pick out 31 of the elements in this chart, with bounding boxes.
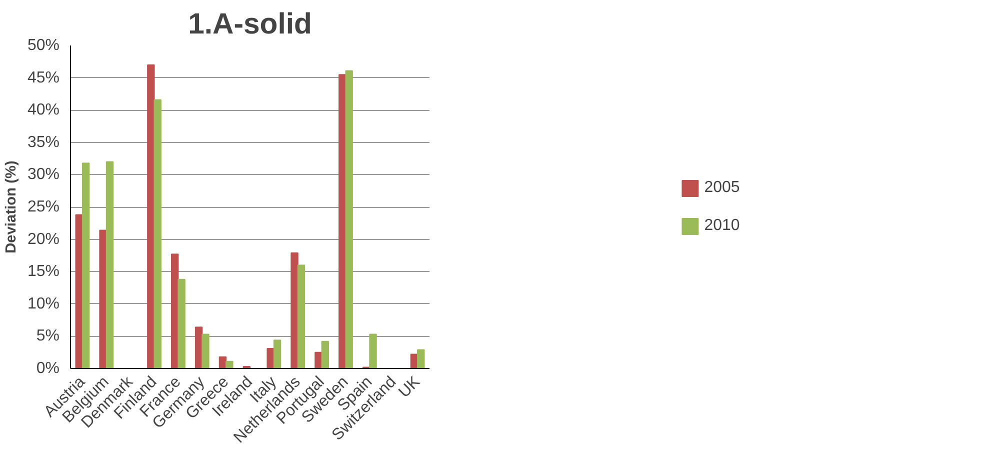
y-tick-label: 40%: [27, 102, 60, 119]
bar: [154, 99, 162, 368]
bar: [99, 230, 107, 368]
y-axis-title: Deviation (%): [3, 160, 20, 254]
y-tick-label: 5%: [36, 328, 60, 345]
y-tick-label: 45%: [27, 69, 60, 86]
y-tick-label: 35%: [27, 134, 60, 151]
bar: [290, 252, 298, 368]
y-tick-label: 0%: [36, 360, 60, 377]
y-tick-label: 20%: [27, 230, 60, 248]
bar: [417, 349, 425, 368]
y-tick-label: 10%: [27, 295, 60, 312]
bar: [178, 278, 186, 368]
bar: [226, 360, 234, 368]
chart-title: 1.A-solid: [188, 8, 312, 40]
bar: [321, 340, 329, 368]
x-tick-label: UK: [396, 373, 424, 402]
bar: [345, 70, 353, 368]
bar: [147, 64, 155, 368]
legend-label: 2010: [704, 216, 740, 234]
bar: [202, 334, 210, 368]
bar: [273, 340, 282, 368]
legend-label: 2005: [704, 178, 740, 196]
bar: [297, 264, 306, 368]
bar: [82, 162, 90, 368]
y-tick-label: 25%: [27, 198, 60, 216]
bar: [369, 334, 377, 368]
y-tick-label: 15%: [27, 263, 60, 280]
y-tick-label: 30%: [27, 166, 60, 184]
bar: [106, 161, 114, 368]
y-tick-label: 50%: [27, 37, 60, 54]
